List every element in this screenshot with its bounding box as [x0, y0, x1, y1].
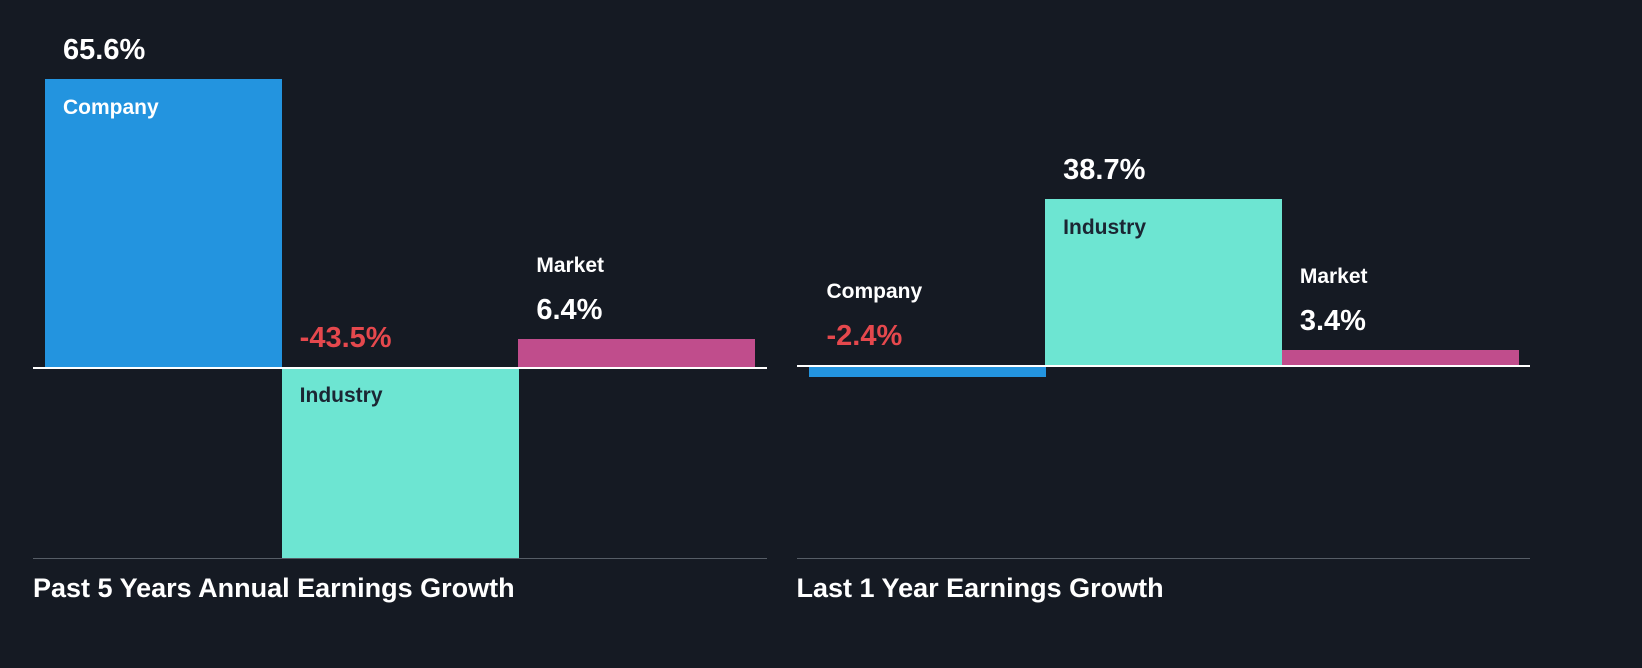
bar-value-label: 65.6%: [63, 34, 146, 66]
chart-title: Last 1 Year Earnings Growth: [796, 573, 1164, 603]
zero-baseline: [33, 367, 767, 369]
bar-chart-plot: 65.6% Company -43.5% Industry 6.4% Market: [33, 10, 767, 559]
chart-past-5-years-annual-earnings-growth: 65.6% Company -43.5% Industry 6.4% Market Pas…: [33, 10, 767, 668]
bar-value-label: 38.7%: [1063, 154, 1146, 186]
bar-company: [45, 79, 282, 367]
bar-value-label: 6.4%: [536, 294, 603, 326]
chart-title: Past 5 Years Annual Earnings Growth: [33, 573, 515, 603]
chart-last-1-year-earnings-growth: -2.4% Company 38.7% Industry 3.4% Market Last…: [796, 10, 1530, 668]
zero-baseline: [796, 365, 1530, 367]
bar-value-label: 3.4%: [1299, 305, 1366, 337]
bar-market: [518, 339, 756, 367]
bar-value-label: -43.5%: [299, 322, 392, 354]
bar-value-label: -2.4%: [826, 320, 903, 352]
bar-name-label: Market: [536, 254, 605, 277]
bar-name-label: Market: [1299, 265, 1368, 288]
bar-name-label: Company: [826, 280, 923, 303]
bar-name-label: Industry: [1063, 216, 1146, 239]
bar-chart-plot: -2.4% Company 38.7% Industry 3.4% Market: [796, 10, 1530, 559]
bar-industry: [1045, 199, 1283, 365]
bar-industry: [281, 369, 519, 558]
bar-name-label: Industry: [299, 384, 383, 407]
bar-company: [808, 367, 1046, 377]
bar-name-label: Company: [63, 96, 159, 119]
bar-market: [1281, 350, 1519, 365]
